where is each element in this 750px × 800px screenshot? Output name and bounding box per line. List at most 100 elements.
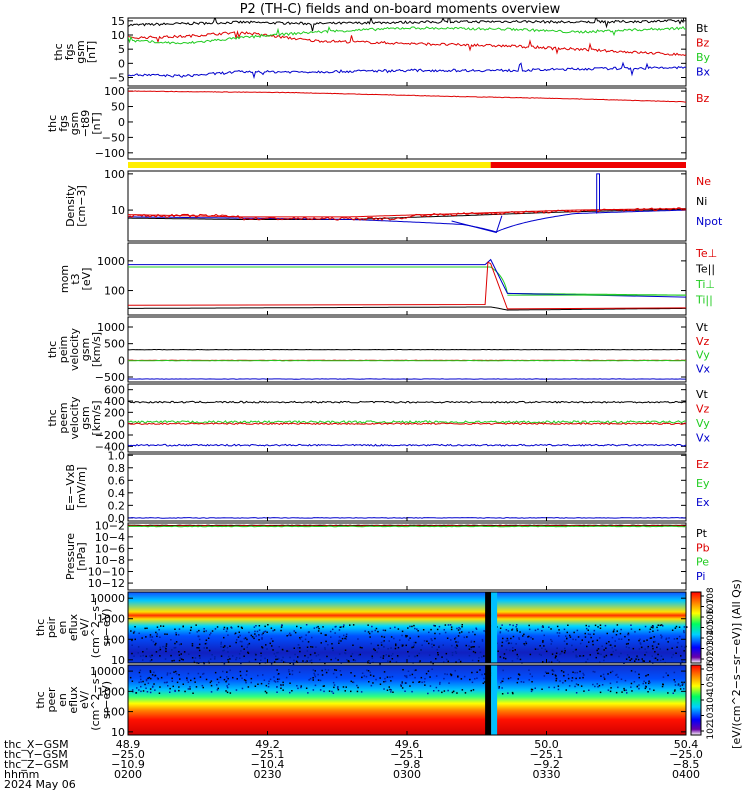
colorbar-tick-label: 104 <box>706 629 716 646</box>
pressure-legend-2: Pe <box>696 556 709 569</box>
electron-velocity-legend-2: Vy <box>696 417 710 430</box>
pressure-legend-3: Pi <box>696 570 705 583</box>
series-fgs-By <box>128 26 686 45</box>
colorbar-tick-label: 105 <box>706 676 716 693</box>
fgs-t89-tick-label: −50 <box>102 131 125 144</box>
efield-tick-label: 0.4 <box>108 487 126 500</box>
density-ylabel: [cm−3] <box>75 185 88 227</box>
pressure-tick-label: 10−12 <box>88 577 125 590</box>
efield-legend-2: Ex <box>696 496 710 509</box>
fgs-legend-2: By <box>696 51 711 64</box>
density-legend-0: Ne <box>696 175 711 188</box>
efield-ylabel: [mV/m] <box>75 467 88 508</box>
fgs-series <box>128 18 686 80</box>
series-electron-velocity-Vt <box>128 400 686 404</box>
electron-spectrogram-ylabel: sr−eV) <box>100 681 113 719</box>
ion-velocity-ylabel: gsm <box>79 338 92 361</box>
fgs-tick-label: 10 <box>111 29 125 42</box>
electron-velocity-ylabel: velocity <box>68 396 81 439</box>
colorbar-tick-label: 106 <box>706 660 716 677</box>
ion-spectrogram-ylabel: eflux <box>67 613 80 641</box>
ion-velocity-series <box>128 348 686 380</box>
panel-efield: 1.00.80.60.40.20.0 E=−VxB[mV/m] Ez Ey Ex <box>64 449 710 525</box>
fgs-ylabel: [nT] <box>85 41 98 63</box>
series-temperature-Ti|| <box>128 266 686 296</box>
efield-tick-label: 0.0 <box>108 512 126 525</box>
ion-velocity-legend-2: Vy <box>696 349 710 362</box>
electron-velocity-tick-label: 200 <box>104 406 125 419</box>
fgs-t89-tick-label: 0 <box>118 116 125 129</box>
efield-legend-1: Ey <box>696 477 710 490</box>
electron-velocity-legend-0: Vt <box>696 388 709 401</box>
electron-spectrogram-tick-label: 10000 <box>90 665 125 678</box>
electron-spectrogram-tick-label: 100 <box>104 706 125 719</box>
electron-velocity-frame <box>127 383 687 453</box>
fgs-t89-frame <box>127 87 687 160</box>
series-electron-velocity-Vx <box>128 443 686 447</box>
pressure-tick-label: 10−6 <box>95 542 125 555</box>
x-row-label-0: thc_X−GSM <box>4 738 69 751</box>
colorbar-tick-label: 104 <box>706 691 716 708</box>
panel-density: 100 10 Density[cm−3] Ne Ni Npot <box>64 168 723 242</box>
x-col-0-row-3: 0200 <box>114 768 142 781</box>
pressure-tick-label: 10−2 <box>95 519 125 532</box>
electron-spectrogram-ylabel: peer <box>45 687 58 713</box>
x-col-2-row-0: 49.6 <box>395 738 420 751</box>
electron-spectrogram-tick-label: 1000 <box>97 685 125 698</box>
temperature-ylabel: t3 <box>69 273 82 284</box>
electron-velocity-series <box>128 400 686 447</box>
electron-spectrogram-ylabel: eV/ <box>78 691 91 709</box>
ion-spectrogram-ylabel: (cm^2−s− <box>89 597 102 658</box>
x-col-0-row-0: 48.9 <box>116 738 141 751</box>
ion-spectrogram-ylabel: en <box>56 621 69 635</box>
temperature-legend-0: Te⊥ <box>695 247 717 260</box>
x-col-1-row-1: −25.1 <box>251 748 285 761</box>
x-col-1-row-0: 49.2 <box>255 738 280 751</box>
electron-spectrogram-ylabel: en <box>56 693 69 707</box>
fgs-ylabel: thc <box>52 43 65 60</box>
density-ne-noise <box>128 207 686 221</box>
fgs-t89-ylabel: −t89 <box>79 110 92 138</box>
fgs-t89-ylabel: [nT] <box>90 112 103 134</box>
ion-velocity-tick-label: 1000 <box>97 321 125 334</box>
fgs-legend-1: Bz <box>696 37 710 50</box>
ion-spectrogram-ylabel: thc <box>34 619 47 636</box>
density-npot-drop <box>451 215 503 234</box>
pressure-tick-label: 10−10 <box>88 566 125 579</box>
fgs-t89-legend-0: Bz <box>696 92 710 105</box>
x-col-0-row-1: −25.0 <box>111 748 145 761</box>
electron-spectrogram-tick-label: 10 <box>111 726 125 739</box>
pressure-tick-label: 10−8 <box>95 554 125 567</box>
ion-velocity-legend-1: Vz <box>696 335 710 348</box>
electron-velocity-tick-label: 400 <box>104 395 125 408</box>
efield-tick-label: 1.0 <box>108 449 126 462</box>
fgs-tick-label: 0 <box>118 57 125 70</box>
density-ylabel: Density <box>64 185 77 227</box>
fgs-t89-ylabel: gsm <box>68 112 81 135</box>
temperature-tick-label: 100 <box>104 285 125 298</box>
density-tick-label: 100 <box>104 168 125 181</box>
x-row-label-4: 2024 May 06 <box>4 778 76 791</box>
efield-frame <box>127 453 687 522</box>
x-row-label-1: thc_Y−GSM <box>4 748 68 761</box>
series-density-Npot <box>128 209 686 233</box>
electron-spectrogram-speckle <box>129 668 685 695</box>
colorbar-tick-label: 106 <box>706 608 716 625</box>
fgs-t89-tick-label: 100 <box>104 85 125 98</box>
electron-velocity-ylabel: [km/s] <box>90 400 103 435</box>
density-frame <box>127 170 687 242</box>
chart-title: P2 (TH-C) fields and on-board moments ov… <box>240 2 561 17</box>
colorbar-tick-label: 102 <box>706 650 716 667</box>
ion-spectrogram-tick-label: 10 <box>111 654 125 667</box>
fgs-t89-ylabel: fgs <box>57 115 70 132</box>
pressure-legend-1: Pb <box>696 541 710 554</box>
colorbar-label: [eV/(cm^2−s−sr−eV)] (All Qs) <box>730 579 743 749</box>
colorbar-1 <box>690 664 702 736</box>
ion-spectrogram-gap <box>485 592 492 663</box>
ion-velocity-ylabel: peim <box>57 336 70 364</box>
ion-velocity-ylabel: [km/s] <box>90 332 103 367</box>
